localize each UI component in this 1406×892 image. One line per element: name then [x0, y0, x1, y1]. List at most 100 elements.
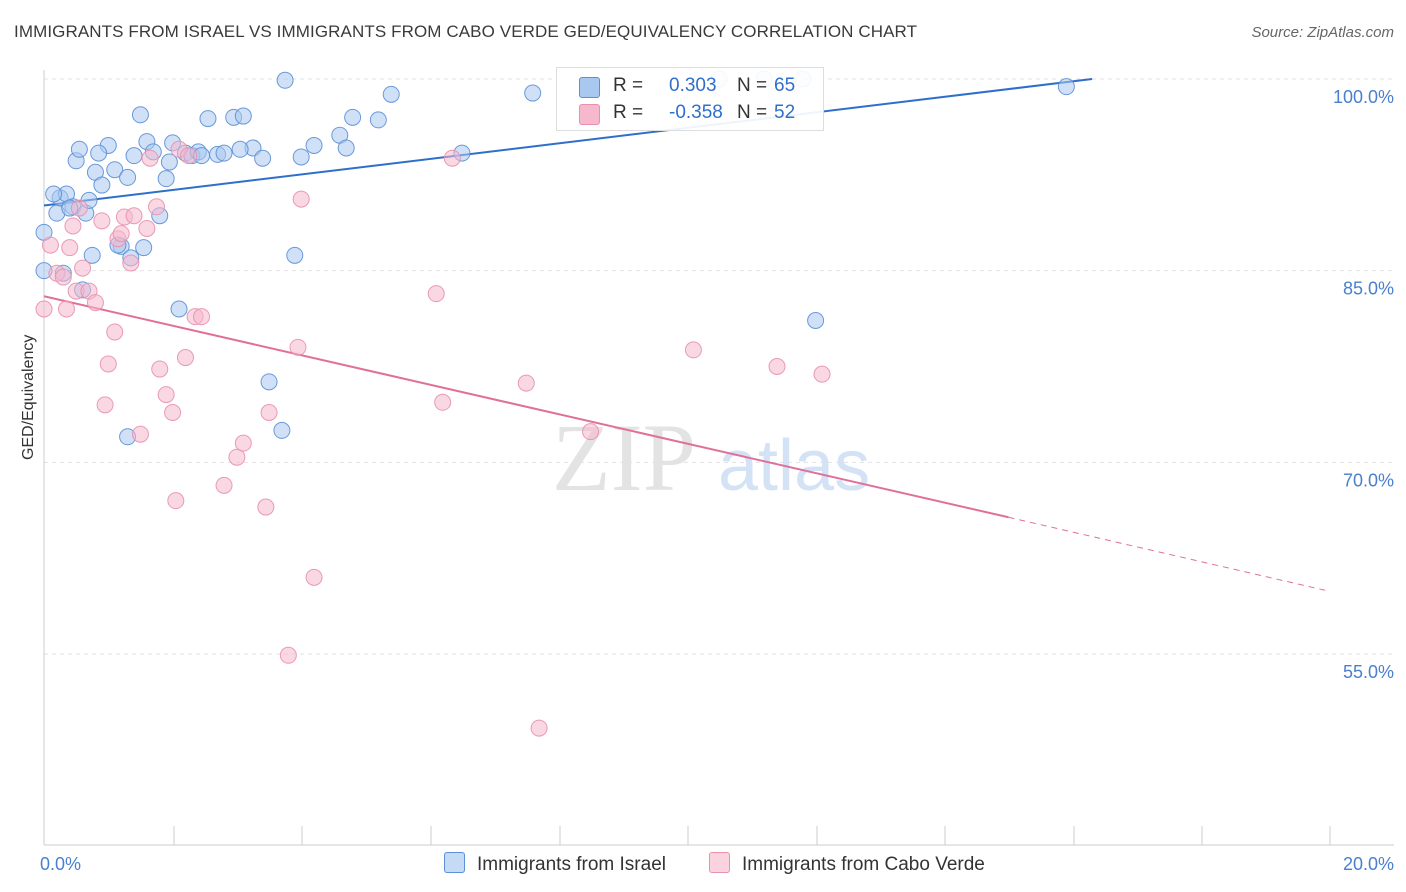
y-tick-label: 55.0%: [1343, 662, 1394, 682]
data-point: [160, 153, 178, 171]
data-point: [234, 107, 252, 125]
data-point: [167, 492, 185, 510]
data-point: [99, 355, 117, 373]
data-point: [131, 425, 149, 443]
data-point: [684, 341, 702, 359]
data-point: [125, 207, 143, 225]
series-israel: [35, 70, 1075, 446]
data-point: [273, 421, 291, 439]
data-point: [260, 404, 278, 421]
data-point: [305, 136, 323, 154]
data-point: [86, 294, 104, 312]
legend-n-label: N =: [737, 102, 768, 123]
legend-r-value: 0.303: [669, 75, 717, 96]
data-point: [382, 85, 400, 103]
data-point: [106, 323, 124, 341]
data-point: [279, 646, 297, 664]
data-point: [231, 140, 249, 158]
data-point: [106, 161, 124, 179]
x-tick-label: 0.0%: [40, 854, 81, 874]
trend-line-israel: [43, 78, 1093, 207]
data-point: [524, 84, 542, 102]
data-point: [193, 308, 211, 326]
data-point: [215, 476, 233, 494]
legend-n-value: 65: [774, 75, 796, 96]
data-point: [582, 423, 600, 441]
data-point: [286, 246, 304, 264]
data-point: [164, 404, 182, 421]
chart-source: Source: ZipAtlas.com: [1251, 24, 1394, 41]
chart-title: IMMIGRANTS FROM ISRAEL VS IMMIGRANTS FRO…: [14, 22, 918, 41]
data-point: [292, 148, 310, 166]
legend-label-israel: Immigrants from Israel: [477, 854, 666, 875]
data-point: [768, 358, 786, 375]
data-point: [228, 448, 246, 466]
data-point: [131, 106, 149, 124]
data-point: [517, 374, 535, 392]
legend-n-value: 52: [774, 102, 796, 123]
tick-labels: 100.0% 85.0% 70.0% 55.0% 0.0% 20.0%: [40, 87, 1394, 874]
data-point: [141, 149, 159, 167]
data-point: [122, 254, 140, 272]
axes: [43, 70, 1394, 846]
trend-lines: [43, 78, 1331, 592]
data-point: [157, 170, 175, 188]
data-point: [813, 365, 831, 383]
series-cabo-verde: [35, 140, 831, 737]
data-point: [148, 198, 166, 216]
data-point: [112, 225, 130, 243]
data-point: [93, 176, 111, 194]
data-point: [260, 373, 278, 391]
legend-swatch-israel: [579, 77, 600, 98]
x-tick-label: 20.0%: [1343, 854, 1394, 874]
data-point: [151, 360, 169, 378]
data-point: [276, 71, 294, 89]
data-point: [234, 434, 252, 452]
trend-line-cabo-verde: [43, 295, 1009, 519]
watermark-atlas: atlas: [718, 426, 870, 506]
y-tick-label: 85.0%: [1343, 279, 1394, 299]
legend-r-label: R =: [613, 102, 644, 123]
data-point: [138, 220, 156, 237]
correlation-legend: R = 0.303 N = 65 R = -0.358 N = 52: [556, 67, 824, 131]
data-point: [289, 338, 307, 356]
data-point: [807, 312, 825, 329]
data-point: [35, 300, 53, 318]
data-point: [70, 140, 88, 158]
data-point: [292, 190, 310, 208]
bottom-legend-cabo-verde: Immigrants from Cabo Verde: [709, 852, 985, 876]
data-point: [54, 268, 72, 286]
data-point: [427, 285, 445, 303]
y-tick-label: 100.0%: [1333, 87, 1394, 107]
data-point: [337, 139, 355, 157]
data-point: [96, 396, 114, 414]
data-point: [157, 386, 175, 404]
data-point: [215, 144, 233, 162]
data-point: [45, 185, 63, 203]
y-tick-label: 70.0%: [1343, 470, 1394, 490]
data-point: [199, 110, 217, 128]
legend-swatch-israel: [444, 852, 465, 873]
data-points: [35, 70, 1075, 737]
data-point: [74, 259, 92, 277]
data-point: [180, 147, 198, 165]
data-point: [93, 212, 111, 230]
grid: [44, 78, 1394, 655]
data-point: [1057, 78, 1075, 96]
legend-r-label: R =: [613, 75, 644, 96]
data-point: [443, 149, 461, 167]
y-axis-label: GED/Equivalency: [20, 334, 37, 460]
data-point: [119, 168, 137, 186]
data-point: [170, 300, 188, 318]
data-point: [254, 149, 272, 167]
legend-swatch-cabo-verde: [579, 104, 600, 125]
data-point: [70, 199, 88, 217]
legend-n-label: N =: [737, 75, 768, 96]
data-point: [344, 108, 362, 126]
legend-label-cabo-verde: Immigrants from Cabo Verde: [742, 854, 985, 875]
data-point: [135, 239, 153, 257]
data-point: [530, 719, 548, 737]
legend-r-value: -0.358: [669, 102, 723, 123]
data-point: [305, 568, 323, 586]
